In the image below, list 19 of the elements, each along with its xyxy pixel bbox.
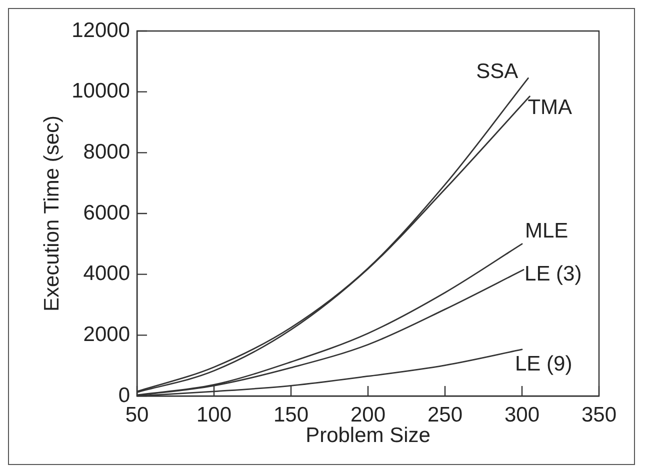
y-tick-label: 12000 xyxy=(72,18,130,42)
y-tick-label: 10000 xyxy=(72,80,130,103)
x-tick-label: 250 xyxy=(427,403,463,426)
y-tick-label: 2000 xyxy=(83,322,130,346)
x-tick-label: 100 xyxy=(196,403,232,426)
y-tick-label: 4000 xyxy=(83,262,130,286)
x-tick-label: 300 xyxy=(504,403,540,426)
series-label: SSA xyxy=(476,60,518,83)
x-tick-label: 350 xyxy=(581,403,617,426)
x-tick-label: 150 xyxy=(273,403,309,426)
series-label: TMA xyxy=(528,96,572,120)
series-label: LE (9) xyxy=(515,352,572,376)
y-tick-label: 6000 xyxy=(83,201,130,224)
y-tick-label: 8000 xyxy=(83,140,130,164)
x-tick-label: 200 xyxy=(350,403,386,426)
x-axis-title: Problem Size xyxy=(306,424,430,448)
y-axis-title: Execution Time (sec) xyxy=(40,115,64,312)
series-label: MLE xyxy=(525,220,568,243)
series-label: LE (3) xyxy=(524,262,582,286)
